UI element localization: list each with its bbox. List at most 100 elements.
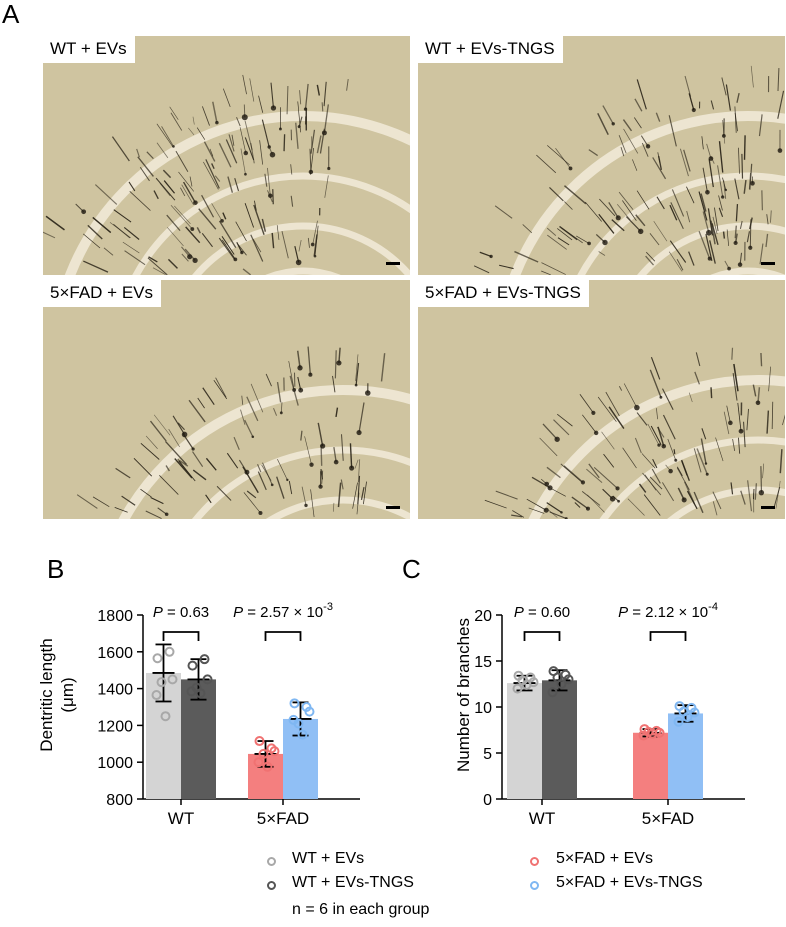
dendrite-stroke [140,488,152,498]
dendrite-stroke [702,211,710,233]
dendrite-stroke [563,185,587,205]
dendrite-stroke [574,502,581,508]
dendrite-stroke [298,239,302,252]
dendrite-stroke [221,236,235,255]
dendrite-stroke [288,361,295,390]
data-point [643,726,654,737]
dendrite-stroke [749,163,753,190]
dendrite-stroke [563,465,584,483]
dendrite-stroke [244,120,253,151]
dendrite-stroke [718,195,723,211]
dendrite-stroke [153,190,159,200]
dendrite-stroke [634,437,642,454]
dendrite-stroke [168,428,180,448]
dendrite-stroke [174,458,193,479]
dendrite-stroke [146,151,154,160]
dendrite-stroke [349,443,353,469]
dendrite-stroke [715,437,724,462]
neuron-soma [215,120,219,125]
neuron-soma [602,239,608,246]
dendrite-stroke [202,387,215,406]
neuron-soma [659,395,663,399]
dendrite-stroke [585,201,602,222]
dendrite-stroke [136,148,140,158]
dendrite-stroke [283,134,286,152]
dendrite-stroke [333,447,337,463]
dendrite-stroke [246,490,257,499]
dendrite-stroke [673,449,676,455]
dendrite-stroke [201,232,213,248]
neuron-soma [297,365,303,371]
dendrite-stroke [319,128,326,154]
neuron-soma [727,266,731,271]
neuron-soma [634,404,640,411]
dendrite-stroke [618,191,634,210]
x-tick-label: 5×FAD [257,809,309,828]
dendrite-stroke [155,177,176,201]
data-point [689,707,700,718]
neuron-soma [243,150,249,156]
dendrite-stroke [316,135,322,154]
dendrite-stroke [693,491,704,514]
dendrite-stroke [189,176,193,187]
dendrite-stroke [636,412,648,426]
dendrite-stroke [761,190,763,211]
dendrite-stroke [312,220,318,245]
dendrite-stroke [770,210,772,223]
dendrite-stroke [739,220,743,230]
dendrite-stroke [748,172,751,190]
dendrite-stroke [212,101,218,123]
dendrite-stroke [625,216,642,232]
dendrite-stroke [262,462,273,486]
neuron-soma [668,468,673,474]
legend-label-wt-evs: WT + EVs [292,850,365,867]
dendrite-stroke [479,251,492,258]
dendrite-stroke [512,510,525,518]
dendrite-stroke [234,178,240,192]
dendrite-stroke [649,476,663,490]
neuron-soma [543,507,549,513]
dendrite-stroke [313,234,318,256]
dendrite-stroke [250,383,264,413]
dendrite-stroke [310,129,316,154]
dendrite-stroke [726,229,729,246]
dendrite-stroke [92,216,112,234]
dendrite-stroke [307,237,310,248]
neuron-soma [728,420,733,426]
dendrite-stroke [643,494,661,516]
dendrite-stroke [734,178,740,200]
dendrite-stroke [259,140,264,165]
legend-label-5xfad-evs: 5×FAD + EVs [556,850,653,867]
data-point [202,674,213,685]
neuron-soma [295,259,302,266]
dendrite-stroke [754,483,757,500]
dendrite-stroke [711,223,719,246]
data-point [199,654,210,665]
micrograph-wt-evs-tngs: WT + EVs-TNGS [418,36,785,275]
neuron-soma [279,411,283,415]
significance-bracket [162,631,200,641]
tissue-layer-band [577,172,785,275]
dendrite-stroke [549,187,564,202]
dendrite-stroke [587,494,605,513]
neuron-soma [560,511,563,514]
dendrite-stroke [323,104,329,133]
dendrite-stroke [297,101,301,133]
dendrite-stroke [87,224,103,240]
dendrite-stroke [714,207,719,232]
y-axis-label: Dentritic length [37,638,56,751]
neuron-soma [251,435,255,439]
dendrite-stroke [736,93,740,103]
dendrite-stroke [536,154,557,174]
neuron-soma [354,383,358,387]
neuron-soma [593,430,599,436]
data-point [517,675,528,686]
dendrite-stroke [546,227,557,236]
dendrite-stroke [686,210,691,223]
dendrite-stroke [332,502,335,512]
dendrite-stroke [178,171,195,192]
dendrite-stroke [181,184,194,206]
dendrite-stroke [233,436,240,450]
dendrite-stroke [601,431,615,450]
dendrite-stroke [304,436,312,465]
